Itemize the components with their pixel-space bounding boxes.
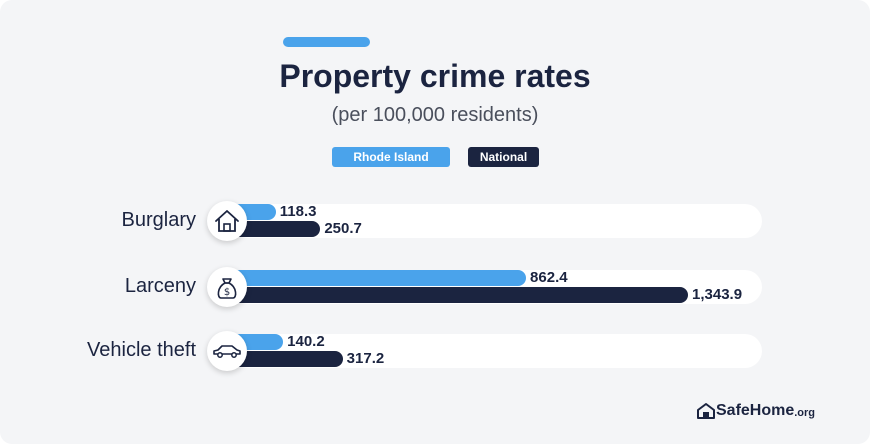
accent-bar [283, 37, 370, 47]
car-icon [213, 345, 241, 358]
safehome-logo: SafeHome .org [696, 402, 815, 420]
bar-rhode-island [236, 334, 284, 350]
money-bag-icon: $ [217, 278, 237, 299]
bar-rhode-island [236, 270, 527, 286]
chart-subtitle: (per 100,000 residents) [331, 104, 539, 126]
category-label: Vehicle theft [87, 339, 196, 361]
bar-national [236, 351, 343, 367]
category-label: Larceny [124, 275, 196, 297]
value-label: 118.3 [279, 203, 317, 220]
house-icon [215, 210, 239, 232]
category-label: Burglary [121, 209, 196, 231]
category-icon-badge [207, 331, 247, 371]
logo-text: SafeHome [716, 402, 795, 419]
value-label: 1,343.9 [692, 286, 743, 303]
value-label: 862.4 [530, 269, 568, 286]
value-label: 250.7 [324, 220, 362, 237]
chart-title: Property crime rates [279, 58, 591, 94]
logo-tld: .org [794, 407, 816, 419]
value-label: 317.2 [346, 350, 385, 367]
category-icon-badge [207, 201, 247, 241]
shield-house-icon [697, 403, 715, 419]
legend-national: National [468, 147, 539, 167]
bar-national [236, 221, 321, 237]
legend-rhode-island: Rhode Island [332, 147, 450, 167]
category-icon-badge: $ [207, 267, 247, 307]
bar-national [236, 287, 688, 303]
value-label: 140.2 [287, 333, 325, 350]
svg-text:$: $ [224, 287, 230, 298]
